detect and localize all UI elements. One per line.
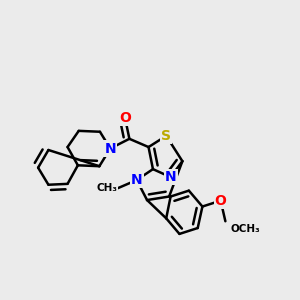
Text: OCH₃: OCH₃ <box>231 224 261 235</box>
Text: O: O <box>119 111 131 124</box>
Text: CH₃: CH₃ <box>97 183 118 193</box>
Text: N: N <box>104 142 116 155</box>
Text: N: N <box>165 170 176 184</box>
Text: N: N <box>131 173 142 187</box>
Text: S: S <box>161 129 171 143</box>
Text: O: O <box>215 194 226 208</box>
